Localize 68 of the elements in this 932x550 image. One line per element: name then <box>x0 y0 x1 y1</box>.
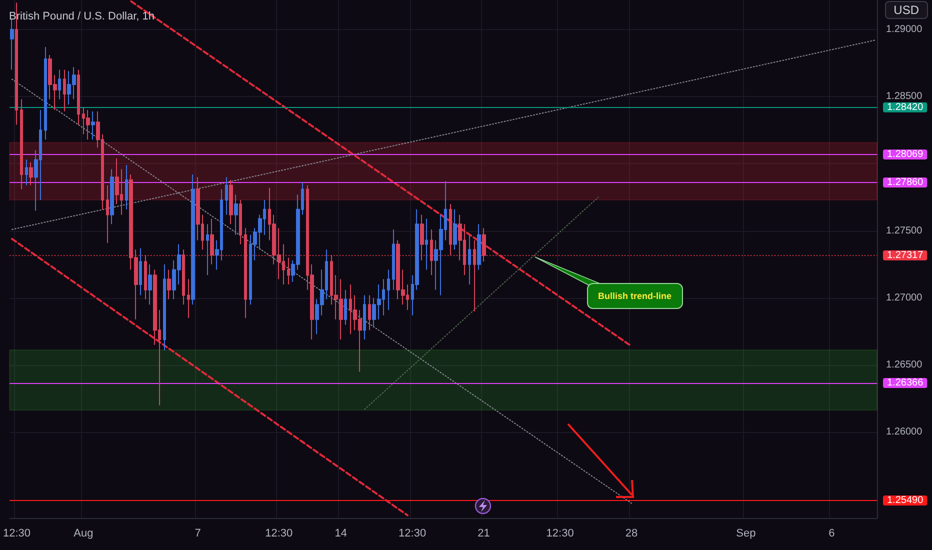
candlestick <box>163 264 166 351</box>
candlestick <box>239 199 242 245</box>
candlestick <box>44 46 47 140</box>
candlestick <box>210 218 214 265</box>
candlestick <box>148 264 152 306</box>
x-tick-label: 12:30 <box>2 528 31 540</box>
y-tick-label: 1.29000 <box>886 24 923 36</box>
candlestick <box>453 208 457 250</box>
ref-line-label: 1.25490 <box>887 495 924 506</box>
candlestick <box>191 174 195 306</box>
candlestick <box>63 69 66 112</box>
candlestick <box>106 184 109 244</box>
y-tick-label: 1.26500 <box>886 360 923 371</box>
candlestick <box>477 224 481 270</box>
candlestick <box>392 228 395 290</box>
y-tick-label: 1.28500 <box>886 91 923 102</box>
candlestick <box>182 249 185 306</box>
ref-line-label: 1.26366 <box>887 378 924 388</box>
candlestick <box>430 228 433 276</box>
candlestick <box>139 248 142 296</box>
candlestick <box>125 164 128 210</box>
candlestick <box>91 110 95 140</box>
candlestick <box>58 69 61 100</box>
y-tick-label: 1.27000 <box>886 292 923 304</box>
ref-line-label: 1.27317 <box>887 250 924 261</box>
y-tick-label: 1.27500 <box>886 225 923 236</box>
candlestick <box>468 234 471 285</box>
y-tick-label: 1.26000 <box>886 426 923 438</box>
ref-line-label: 1.28069 <box>887 148 924 160</box>
candlestick <box>229 179 233 225</box>
candlestick <box>425 218 428 270</box>
candlestick <box>363 294 366 340</box>
ref-line-label: 1.27860 <box>887 177 924 188</box>
candlestick <box>144 254 147 300</box>
candlestick <box>234 194 238 236</box>
candlestick <box>344 289 347 326</box>
x-tick-label: 6 <box>828 528 835 540</box>
candlestick <box>77 69 80 126</box>
ref-line-label: 1.28420 <box>887 102 924 113</box>
x-tick-label: 28 <box>625 528 638 540</box>
candlestick <box>225 176 228 216</box>
candlestick <box>368 294 371 331</box>
x-tick-label: 12:30 <box>546 528 574 540</box>
x-tick-label: 7 <box>194 528 201 540</box>
candlestick <box>482 228 486 262</box>
candlestick <box>187 278 190 319</box>
x-tick-label: 14 <box>334 528 347 540</box>
candlestick <box>25 159 28 186</box>
x-tick-label: 12:30 <box>265 528 293 540</box>
y-axis-title: USD <box>884 1 928 19</box>
x-tick-label: Aug <box>74 528 94 540</box>
candlestick <box>29 162 33 186</box>
candlestick <box>420 214 424 261</box>
candlestick <box>287 257 290 285</box>
candlestick <box>206 224 209 276</box>
candlestick <box>387 269 390 310</box>
candlestick <box>449 203 452 256</box>
candlestick <box>86 110 90 140</box>
candlestick <box>10 18 14 70</box>
candlestick <box>20 98 23 190</box>
annotation: Bullish trend-line <box>587 283 683 309</box>
x-tick-label: Sep <box>736 528 756 540</box>
candlestick <box>473 240 476 312</box>
x-tick-label: 21 <box>478 528 490 540</box>
candlestick <box>110 168 114 225</box>
x-tick-label: 12:30 <box>398 528 426 540</box>
candlestick <box>244 228 247 319</box>
candlestick <box>167 269 171 300</box>
